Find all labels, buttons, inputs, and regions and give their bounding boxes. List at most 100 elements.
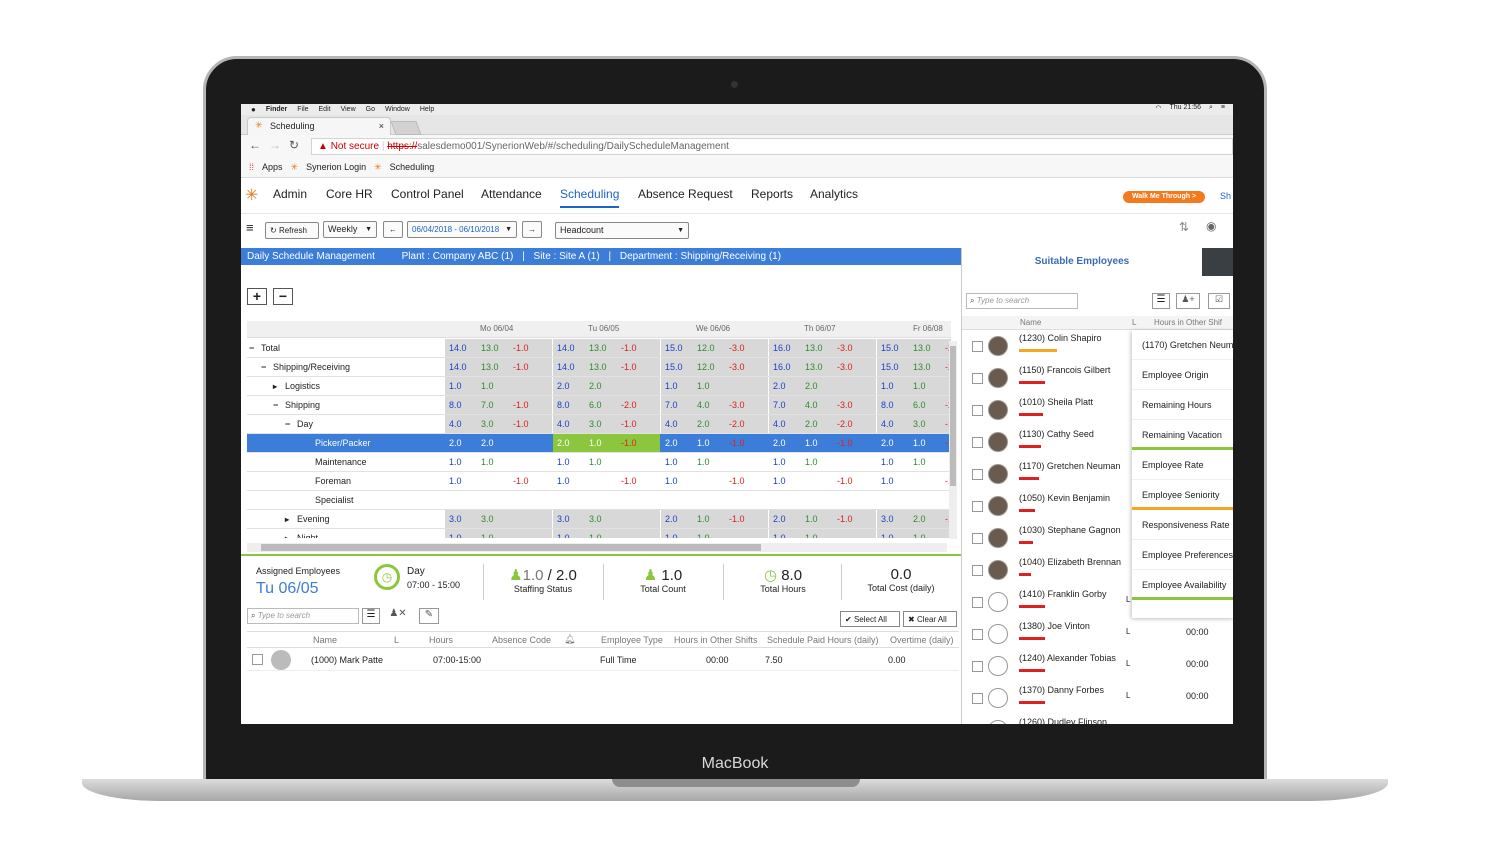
apps-icon[interactable]: ⁞⁞ [249,162,255,172]
list-item[interactable]: (1240) Alexander Tobias L 00:00 [962,650,1233,682]
day-cell[interactable]: 1.0 1.0 [877,529,951,538]
prev-week-button[interactable]: ← [383,221,403,238]
measure-select[interactable]: Headcount ▼ [555,222,689,239]
address-bar[interactable]: ▲ Not secure | https://salesdemo001/Syne… [311,138,1233,155]
list-item[interactable]: (1380) Joe Vinton L 00:00 [962,618,1233,650]
list-item[interactable]: (1050) Kevin Benjamin [962,490,1233,522]
day-cell[interactable]: 1.0 1.0 [877,453,951,471]
expand-icon[interactable]: ▸ [285,529,289,538]
nav-control-panel[interactable]: Control Panel [391,187,464,201]
expand-icon[interactable]: ▸ [273,382,278,391]
menu-employee-seniority[interactable]: Employee Seniority [1132,480,1233,510]
grid-row[interactable]: − Shipping/Receiving 14.0 13.0 -1.0 14.0 13.0 -… [247,358,951,377]
view-select[interactable]: Weekly ▼ [323,221,377,238]
employee-checkbox[interactable] [972,469,983,480]
day-cell[interactable]: 8.0 6.0 -2.0 [553,396,660,414]
app-logo-icon[interactable]: ✳ [245,187,259,204]
grid-row[interactable]: Foreman 1.0 -1.0 1.0 -1.0 1.0 -1.0 1.0 -1.0 1.0 -1 [247,472,951,491]
col-hours-other-shifts[interactable]: Hours in Other Shifts [674,635,758,645]
list-item[interactable]: (1150) Francois Gilbert [962,362,1233,394]
grid-row[interactable]: Specialist [247,491,951,510]
menu-remaining-hours[interactable]: Remaining Hours [1132,390,1233,420]
day-cell[interactable]: 4.0 2.0 -2.0 [661,415,768,433]
nav-admin[interactable]: Admin [273,187,308,201]
next-week-button[interactable]: → [522,221,542,238]
day-cell[interactable]: 1.0 1.0 [661,529,768,538]
col-name[interactable]: Name [313,635,338,645]
day-cell[interactable] [445,491,552,509]
day-cell[interactable]: 14.0 13.0 -1.0 [445,358,552,376]
menubar-app[interactable]: Finder [265,106,288,113]
employee-checkbox[interactable] [972,597,983,608]
nav-scheduling[interactable]: Scheduling [560,187,620,208]
day-cell[interactable]: 1.0 1.0 [553,529,660,538]
day-cell[interactable]: 1.0 -1.0 [769,472,876,490]
nav-reports[interactable]: Reports [751,187,794,201]
apple-icon[interactable]: ● [251,105,256,114]
bookmark-apps[interactable]: Apps [262,162,283,172]
tab-close-icon[interactable]: × [378,121,384,131]
day-cell[interactable]: 14.0 13.0 -1.0 [553,358,660,376]
day-cell[interactable]: 2.0 2.0 [445,434,552,452]
horizontal-scrollbar[interactable] [247,543,947,552]
menu-employee-origin[interactable]: Employee Origin [1132,360,1233,390]
day-cell[interactable]: 4.0 3.0 -1.0 [553,415,660,433]
list-item[interactable]: (1030) Stephane Gagnon [962,522,1233,554]
day-cell[interactable]: 1.0 1.0 [877,377,951,395]
day-cell[interactable]: 3.0 3.0 [445,510,552,528]
day-cell[interactable]: 2.0 1.0 -1.0 [769,434,876,452]
day-cell[interactable]: 1.0 1.0 [553,453,660,471]
day-cell[interactable]: 2.0 1.0 -1.0 [769,510,876,528]
menubar-help[interactable]: Help [419,106,435,113]
list-item[interactable]: (1170) Gretchen Neuman [962,458,1233,490]
menubar-edit[interactable]: Edit [318,106,331,113]
spotlight-icon[interactable]: ⌕ [1208,104,1213,111]
new-tab-button[interactable] [390,121,422,135]
day-cell[interactable]: 15.0 12.0 -3.0 [661,339,768,357]
assigned-search-input[interactable]: ⌕ Type to search [247,608,359,624]
day-cell[interactable]: 14.0 13.0 -1.0 [553,339,660,357]
day-cell[interactable]: 8.0 7.0 -1.0 [445,396,552,414]
day-cell[interactable]: 7.0 4.0 -3.0 [769,396,876,414]
side-col-l[interactable]: L [1132,318,1137,327]
edit-button[interactable]: ✎ [419,608,439,624]
side-col-name[interactable]: Name [1020,318,1042,327]
employee-checkbox[interactable] [972,693,983,704]
day-cell[interactable]: 2.0 1.0 -1.0 [661,434,768,452]
list-view-button[interactable]: ☰ [362,608,380,624]
collapse-icon[interactable]: − [261,362,267,372]
menubar-file[interactable]: File [297,106,309,113]
col-employee-type[interactable]: Employee Type [601,635,663,645]
list-item[interactable]: (1010) Sheila Platt [962,394,1233,426]
forward-icon[interactable]: → [269,138,281,152]
collapse-icon[interactable]: − [273,400,279,410]
grid-row[interactable]: − Total 14.0 13.0 -1.0 14.0 13.0 -1.0 15.0 12.0 -3… [247,339,951,358]
collapse-icon[interactable]: − [285,419,291,429]
bookmark-synerion-login[interactable]: Synerion Login [306,162,367,172]
select-all-button[interactable]: ✔ Select All [840,611,900,627]
grid-row[interactable]: Picker/Packer 2.0 2.0 2.0 1.0 -1.0 2.0 1.0 -1.0 2… [247,434,951,453]
employee-checkbox[interactable] [972,629,983,640]
day-cell[interactable]: 1.0 -1.0 [445,472,552,490]
col-absence-code[interactable]: Absence Code [492,635,552,645]
list-item[interactable]: (1260) Dudley Flinson [962,714,1233,724]
day-cell[interactable]: 2.0 1.0 -1.0 [661,510,768,528]
day-cell[interactable]: 1.0 -1.0 [553,472,660,490]
list-item[interactable]: (1370) Danny Forbes L 00:00 [962,682,1233,714]
day-cell[interactable]: 1.0 1.0 [769,453,876,471]
grid-row[interactable]: Maintenance 1.0 1.0 1.0 1.0 1.0 1.0 1.0 1.0 1.0 1.… [247,453,951,472]
back-icon[interactable]: ← [249,138,261,152]
browser-tab[interactable]: ✳ Scheduling × [247,117,391,135]
row-checkbox[interactable] [252,654,263,665]
employee-checkbox[interactable] [972,661,983,672]
day-cell[interactable]: 14.0 13.0 -1.0 [445,339,552,357]
expand-icon[interactable]: ▸ [285,515,290,524]
day-cell[interactable] [553,491,660,509]
nav-analytics[interactable]: Analytics [810,187,859,201]
sort-icon[interactable]: ⇅ [1179,220,1190,234]
employee-checkbox[interactable] [972,405,983,416]
day-cell[interactable]: 15.0 13.0 -2.0 [877,358,951,376]
day-cell[interactable]: 1.0 -1 [877,472,951,490]
day-cell[interactable]: 16.0 13.0 -3.0 [769,358,876,376]
reload-icon[interactable]: ↻ [289,138,300,152]
